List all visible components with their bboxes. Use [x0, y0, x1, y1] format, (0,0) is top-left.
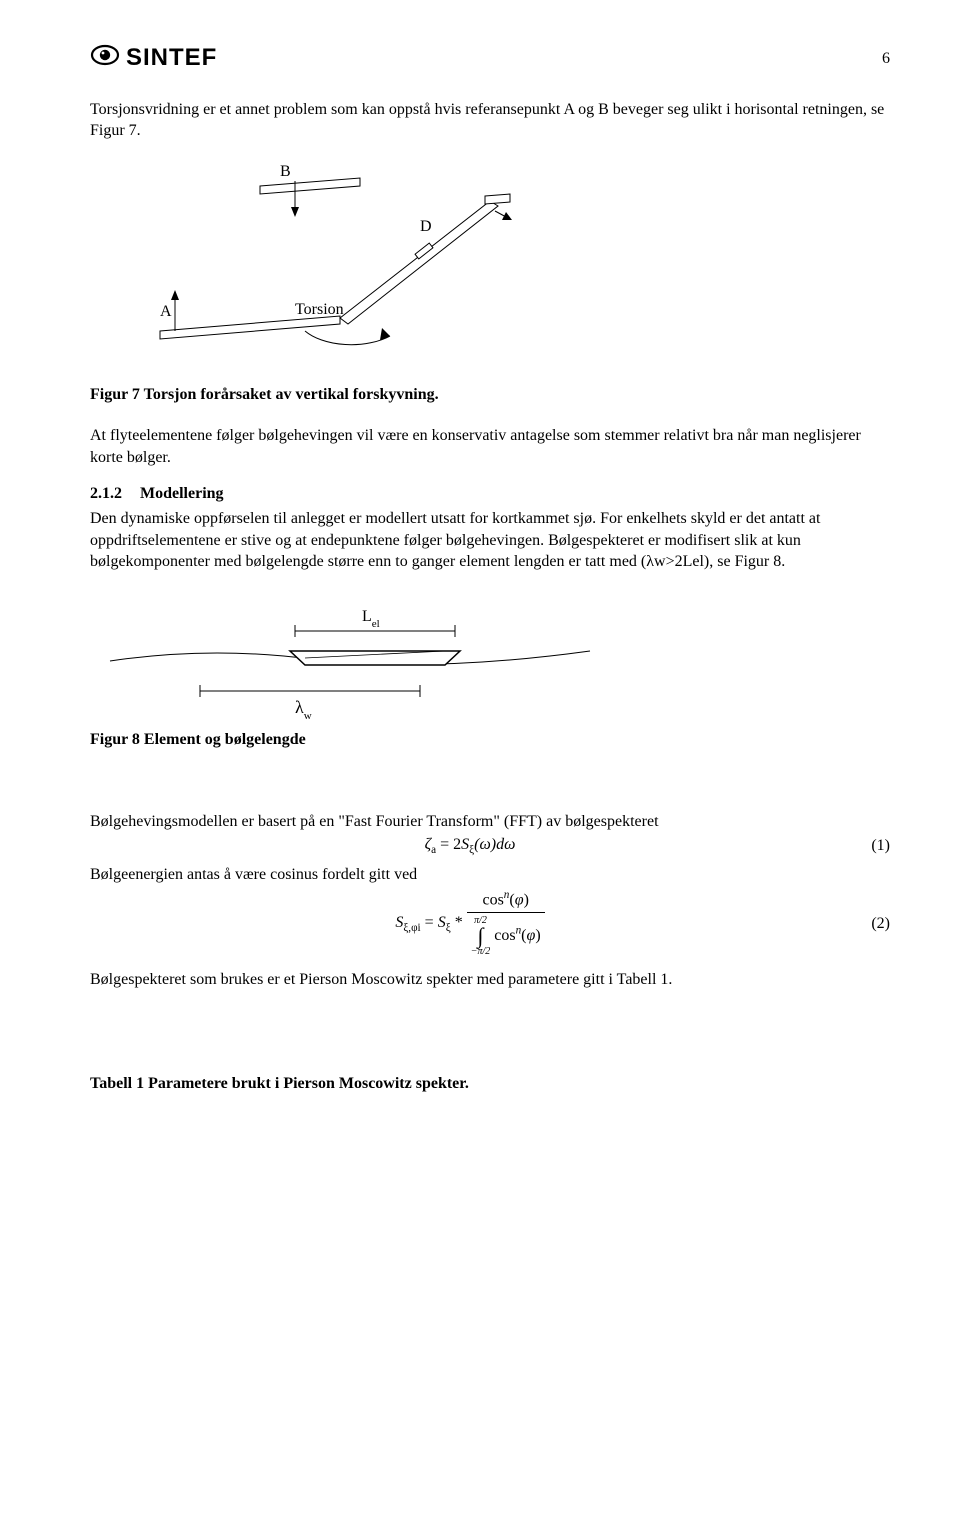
paragraph: Den dynamiske oppførselen til anlegget e… — [90, 508, 890, 573]
figure-7: A B D Torsion — [90, 156, 890, 376]
figure-7-svg: A B D Torsion — [90, 156, 570, 376]
paragraph: Bølgeenergien antas å være cosinus forde… — [90, 864, 890, 886]
page-header: SINTEF 6 — [90, 40, 890, 77]
paragraph: Bølgespekteret som brukes er et Pierson … — [90, 969, 890, 991]
svg-text:λw: λw — [295, 697, 312, 721]
page-number: 6 — [882, 48, 890, 70]
brand-logo: SINTEF — [90, 40, 217, 77]
paragraph: At flyteelementene følger bølgehevingen … — [90, 425, 890, 468]
equation-2-body: Sξ,φi = Sξ * cosn(φ) π/2 ∫ −π/2 cosn(φ) — [90, 888, 850, 959]
figure-7-caption: Figur 7 Torsjon forårsaket av vertikal f… — [90, 384, 890, 406]
brand-text: SINTEF — [126, 42, 217, 74]
fig7-label-a: A — [160, 303, 172, 320]
fig7-label-torsion: Torsion — [295, 301, 344, 318]
section-number: 2.1.2 — [90, 483, 136, 505]
fig7-label-b: B — [280, 163, 291, 180]
paragraph: Bølgehevingsmodellen er basert på en "Fa… — [90, 811, 890, 833]
equation-1: ζa = 2Sξ(ω)dω (1) — [90, 834, 890, 858]
section-title: Modellering — [140, 485, 224, 502]
section-heading: 2.1.2 Modellering — [90, 483, 890, 505]
equation-2: Sξ,φi = Sξ * cosn(φ) π/2 ∫ −π/2 cosn(φ) … — [90, 888, 890, 959]
equation-2-number: (2) — [850, 913, 890, 935]
svg-text:Lel: Lel — [362, 608, 380, 630]
figure-8-svg: Lel λw — [90, 591, 610, 721]
paragraph: Torsjonsvridning er et annet problem som… — [90, 99, 890, 142]
sintef-eye-icon — [90, 40, 120, 77]
figure-8-caption: Figur 8 Element og bølgelengde — [90, 729, 890, 751]
equation-1-body: ζa = 2Sξ(ω)dω — [90, 834, 850, 858]
figure-8: Lel λw — [90, 591, 890, 721]
equation-1-number: (1) — [850, 835, 890, 857]
fig7-label-d: D — [420, 218, 432, 235]
table-1-caption: Tabell 1 Parametere brukt i Pierson Mosc… — [90, 1073, 890, 1095]
